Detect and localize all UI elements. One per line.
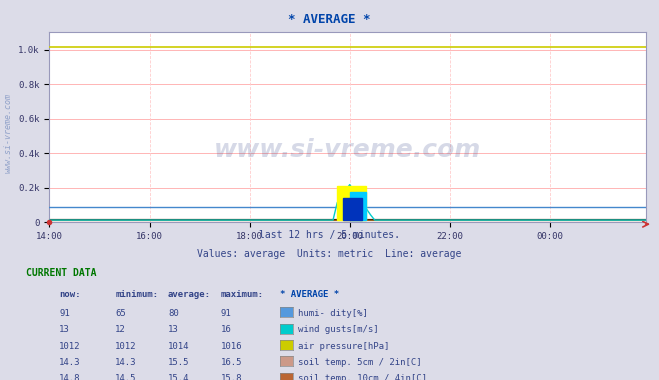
Text: now:: now: <box>59 290 81 299</box>
Text: 14.8: 14.8 <box>59 374 81 380</box>
Text: 1012: 1012 <box>59 342 81 351</box>
Text: * AVERAGE *: * AVERAGE * <box>280 290 339 299</box>
Text: last 12 hrs / 5 minutes.: last 12 hrs / 5 minutes. <box>259 230 400 240</box>
Text: www.si-vreme.com: www.si-vreme.com <box>3 93 13 173</box>
Text: 16.5: 16.5 <box>221 358 243 367</box>
Text: 1012: 1012 <box>115 342 137 351</box>
Text: 91: 91 <box>221 309 231 318</box>
Text: humi- dity[%]: humi- dity[%] <box>298 309 368 318</box>
Text: 15.5: 15.5 <box>168 358 190 367</box>
Bar <box>343 198 362 220</box>
Text: 14.5: 14.5 <box>115 374 137 380</box>
Text: 13: 13 <box>59 325 70 334</box>
Text: maximum:: maximum: <box>221 290 264 299</box>
Text: www.si-vreme.com: www.si-vreme.com <box>214 138 481 162</box>
Text: 14.3: 14.3 <box>115 358 137 367</box>
Bar <box>337 186 366 220</box>
Text: * AVERAGE *: * AVERAGE * <box>288 13 371 26</box>
Text: minimum:: minimum: <box>115 290 158 299</box>
Text: soil temp. 10cm / 4in[C]: soil temp. 10cm / 4in[C] <box>298 374 427 380</box>
Text: 12: 12 <box>115 325 126 334</box>
Text: 13: 13 <box>168 325 179 334</box>
Text: 1016: 1016 <box>221 342 243 351</box>
Text: CURRENT DATA: CURRENT DATA <box>26 268 97 278</box>
Text: 65: 65 <box>115 309 126 318</box>
Text: 80: 80 <box>168 309 179 318</box>
Text: Values: average  Units: metric  Line: average: Values: average Units: metric Line: aver… <box>197 249 462 259</box>
Text: wind gusts[m/s]: wind gusts[m/s] <box>298 325 378 334</box>
Text: 16: 16 <box>221 325 231 334</box>
Text: average:: average: <box>168 290 211 299</box>
Text: air pressure[hPa]: air pressure[hPa] <box>298 342 389 351</box>
Text: 14.3: 14.3 <box>59 358 81 367</box>
Text: 15.8: 15.8 <box>221 374 243 380</box>
Text: soil temp. 5cm / 2in[C]: soil temp. 5cm / 2in[C] <box>298 358 422 367</box>
Text: 1014: 1014 <box>168 342 190 351</box>
Bar <box>350 192 366 220</box>
Text: 91: 91 <box>59 309 70 318</box>
Text: 15.4: 15.4 <box>168 374 190 380</box>
